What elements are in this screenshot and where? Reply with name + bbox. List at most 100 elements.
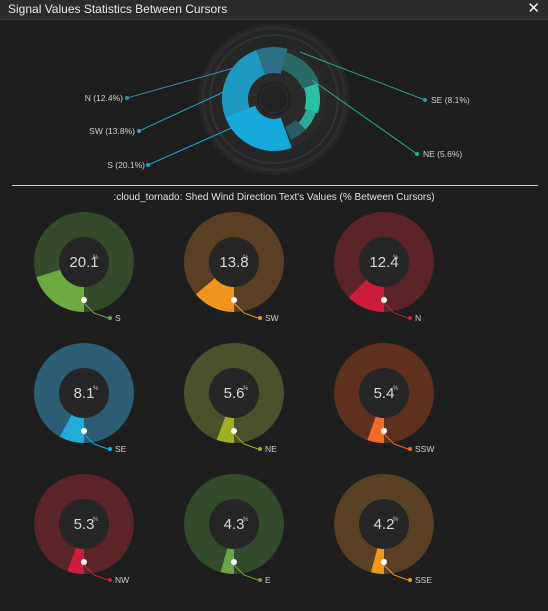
gauge-unit: % xyxy=(243,255,249,261)
summary-leader-dot xyxy=(146,163,150,167)
summary-slice-ne xyxy=(298,109,316,130)
summary-leader-dot xyxy=(415,152,419,156)
gauge-hole xyxy=(59,237,109,287)
gauge-label: SW xyxy=(265,313,279,323)
gauge-value-slice xyxy=(67,547,84,574)
summary-hole-ring xyxy=(259,84,289,114)
gauge-label: N xyxy=(415,313,421,323)
summary-slice-teal xyxy=(285,119,306,140)
gauge-value: 4.2 xyxy=(374,516,395,533)
gauge-value: 20.1 xyxy=(69,254,98,271)
gauge-label: NE xyxy=(265,444,277,454)
gauge-sw: 13.8% SW xyxy=(184,212,284,323)
summary-label: N (12.4%) xyxy=(85,93,123,103)
gauge-leader-dot xyxy=(108,316,112,320)
gauge-leader-line xyxy=(383,564,409,581)
summary-leader-line xyxy=(311,79,418,155)
gauge-value: 5.6 xyxy=(224,385,245,402)
gauge-label: SSW xyxy=(415,444,434,454)
summary-leader-line xyxy=(126,63,249,99)
gauge-leader-line xyxy=(83,433,109,450)
gauge-leader-line xyxy=(233,564,259,581)
gauge-leader-line xyxy=(83,564,109,581)
gauge-hole xyxy=(209,368,259,418)
gauge-marker xyxy=(81,559,87,565)
summary-slice-sw xyxy=(222,50,266,117)
gauge-label: E xyxy=(265,575,271,585)
summary-leader-dot xyxy=(137,129,141,133)
gauge-n: 12.4% N xyxy=(334,212,434,323)
gauge-label: SE xyxy=(115,444,127,454)
gauge-value: 4.3 xyxy=(224,516,245,533)
gauge-unit: % xyxy=(93,255,99,261)
window-title: Signal Values Statistics Between Cursors xyxy=(8,2,228,16)
summary-outer-groove xyxy=(201,26,347,172)
gauge-marker xyxy=(381,297,387,303)
summary-leader-dot xyxy=(423,98,427,102)
gauge-leader-dot xyxy=(108,578,112,582)
gauge-s: 20.1% S xyxy=(34,212,134,323)
gauge-leader-line xyxy=(233,433,259,450)
gauge-hole xyxy=(59,499,109,549)
gauge-value: 12.4 xyxy=(369,254,398,271)
summary-label: SE (8.1%) xyxy=(431,95,470,105)
summary-label: S (20.1%) xyxy=(107,160,145,170)
gauge-value: 8.1 xyxy=(74,385,95,402)
summary-label: NE (5.6%) xyxy=(423,149,462,159)
summary-hole xyxy=(257,82,291,116)
section-title: :cloud_tornado: Shed Wind Direction Text… xyxy=(113,192,435,203)
gauge-leader-dot xyxy=(408,316,412,320)
summary-slice-n xyxy=(256,47,288,75)
gauge-leader-dot xyxy=(258,447,262,451)
gauge-sse: 4.2% SSE xyxy=(334,474,434,585)
summary-donut-chart: N (12.4%) SW (13.8%) S (20.1%) SE (8.1%) NE … xyxy=(85,23,470,175)
gauge-unit: % xyxy=(93,386,99,392)
gauge-label: S xyxy=(115,313,121,323)
gauge-nw: 5.3% NW xyxy=(34,474,134,585)
gauge-hole xyxy=(359,499,409,549)
gauge-marker xyxy=(381,559,387,565)
gauge-e: 4.3% E xyxy=(184,474,284,585)
gauge-leader-dot xyxy=(408,578,412,582)
gauge-value-slice xyxy=(59,414,84,443)
summary-slice-dark xyxy=(281,52,320,89)
summary-leader-dot xyxy=(125,96,129,100)
summary-label: SW (13.8%) xyxy=(89,126,135,136)
summary-leader-line xyxy=(299,51,426,101)
summary-leader-line xyxy=(138,89,229,132)
gauge-se: 8.1% SE xyxy=(34,343,134,454)
gauge-value-slice xyxy=(220,548,234,574)
gauge-leader-line xyxy=(383,433,409,450)
gauge-leader-line xyxy=(233,302,259,319)
summary-slice-s xyxy=(225,105,292,151)
gauge-ssw: 5.4% SSW xyxy=(334,343,434,454)
gauge-unit: % xyxy=(243,517,249,523)
summary-leader-line xyxy=(147,121,246,166)
gauge-marker xyxy=(81,428,87,434)
gauge-leader-dot xyxy=(408,447,412,451)
summary-slice-se xyxy=(304,83,320,114)
gauge-hole xyxy=(359,237,409,287)
gauge-leader-dot xyxy=(108,447,112,451)
gauge-leader-line xyxy=(83,302,109,319)
gauge-hole xyxy=(359,368,409,418)
gauge-value-slice xyxy=(36,269,84,312)
gauge-value: 5.4 xyxy=(374,385,395,402)
gauge-unit: % xyxy=(93,517,99,523)
gauge-unit: % xyxy=(393,517,399,523)
gauge-label: SSE xyxy=(415,575,432,585)
title-bar: Signal Values Statistics Between Cursors… xyxy=(0,0,548,20)
gauge-leader-dot xyxy=(258,578,262,582)
gauge-hole xyxy=(209,499,259,549)
gauge-hole xyxy=(59,368,109,418)
gauge-value-slice xyxy=(348,279,384,312)
gauge-ne: 5.6% NE xyxy=(184,343,284,454)
gauge-value-slice xyxy=(367,416,384,443)
gauge-unit: % xyxy=(393,386,399,392)
gauge-hole xyxy=(209,237,259,287)
close-icon[interactable]: ✕ xyxy=(527,0,540,17)
section-divider xyxy=(12,185,538,186)
gauge-marker xyxy=(231,428,237,434)
gauge-marker xyxy=(231,559,237,565)
